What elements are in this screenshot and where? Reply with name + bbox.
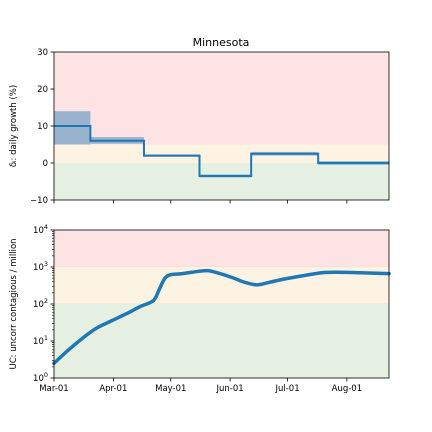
top-red-zone <box>54 52 389 145</box>
x-tick-label: May-01 <box>155 384 186 394</box>
chart-title: Minnesota <box>193 36 250 49</box>
bottom-zone-bands <box>54 230 389 378</box>
bottom-y-tick-label: 104 <box>33 223 48 236</box>
top-y-tick-label: 30 <box>37 48 48 58</box>
top-x-ticks <box>54 200 347 204</box>
contagious-panel: 100 101 102 103 104 Mar-01 Apr-01 May-01 Jun-01… <box>9 223 389 394</box>
top-y-axis-label: δᵢ: daily growth (%) <box>9 85 19 167</box>
x-tick-label: Jun-01 <box>216 384 244 394</box>
bottom-y-tick-label: 102 <box>33 297 48 310</box>
top-y-tick-label: 10 <box>37 122 48 132</box>
bottom-y-ticks: 100 101 102 103 104 <box>33 223 54 384</box>
x-tick-label: Jul-01 <box>274 384 299 394</box>
ci-box <box>54 111 90 144</box>
top-y-tick-label: −10 <box>30 196 48 206</box>
x-tick-label: Aug-01 <box>332 384 362 394</box>
top-y-ticks: −10 0 10 20 30 <box>30 48 54 206</box>
x-tick-label: Apr-01 <box>99 384 127 394</box>
bottom-x-ticks: Mar-01 Apr-01 May-01 Jun-01 Jul-01 Aug-01 <box>39 378 362 394</box>
top-zone-bands <box>54 52 389 200</box>
bottom-y-tick-label: 103 <box>33 260 48 273</box>
bottom-y-tick-label: 101 <box>33 334 48 347</box>
top-yellow-zone <box>54 145 389 164</box>
top-y-tick-label: 20 <box>37 85 48 95</box>
x-tick-label: Mar-01 <box>39 384 68 394</box>
top-y-tick-label: 0 <box>43 159 48 169</box>
bottom-y-axis-label: UC: uncorr contagious / million <box>9 238 19 369</box>
bottom-green-zone <box>54 304 389 378</box>
bottom-red-zone <box>54 230 389 267</box>
growth-rate-panel: Minnesota −10 0 10 20 30 δᵢ: daily growth (%… <box>9 36 389 206</box>
top-green-zone <box>54 163 389 200</box>
bottom-y-tick-label: 100 <box>33 371 48 384</box>
